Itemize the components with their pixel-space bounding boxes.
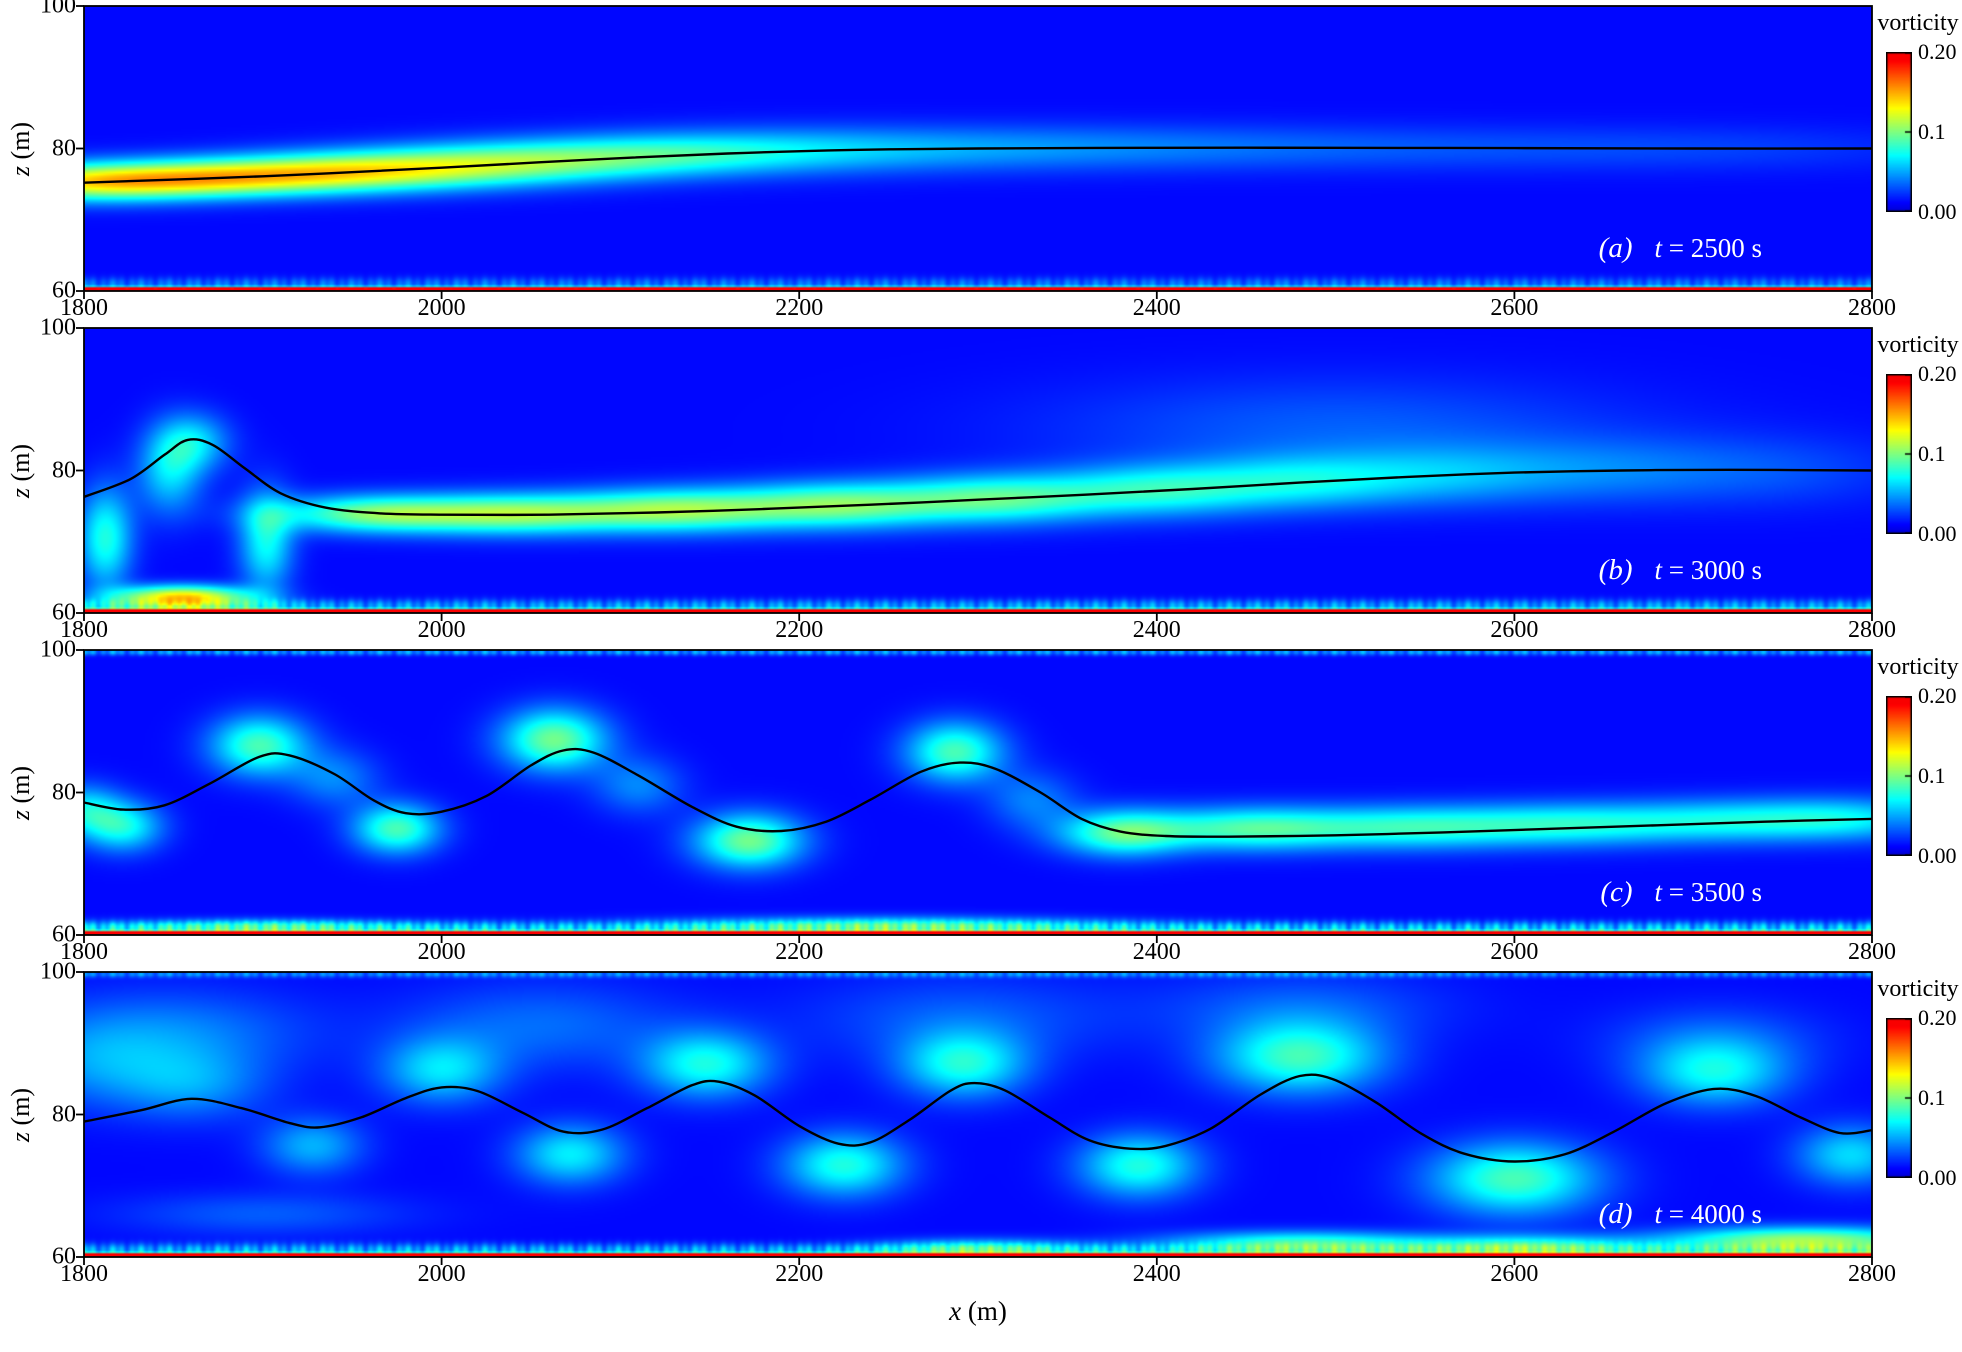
z-tick: 60 [52,1243,76,1270]
colorbar-tick: 0.20 [1918,39,1957,64]
x-tick: 2200 [775,1261,824,1287]
x-tick: 2600 [1490,939,1539,965]
x-tick: 2600 [1490,295,1539,321]
colorbar-title: vorticity [1877,10,1959,36]
panel-label: (b) [1598,554,1633,586]
z-tick: 100 [40,0,76,19]
colorbar-tick: 0.00 [1918,843,1957,868]
heatmap-plot-c: (c) t = 3500 s [76,649,1873,943]
heatmap-plot-b: (b) t = 3000 s [76,327,1873,621]
x-tick: 2600 [1490,617,1539,643]
x-tick: 2800 [1848,1261,1896,1287]
x-tick: 1800 [60,1261,108,1287]
colorbar-title: vorticity [1877,976,1959,1002]
panel-d: z (m) 100 80 60 (d) t = 4000 s vorticity … [0,959,1962,1294]
panel-label: (d) [1598,1198,1633,1230]
x-tick: 2800 [1848,939,1896,965]
panel-time: t = 2500 s [1654,233,1763,263]
panel-b: z (m) 100 80 60 (b) t = 3000 s vorticity … [0,315,1962,650]
colorbar-tick: 0.20 [1918,1005,1957,1030]
panel-time: t = 3000 s [1654,555,1763,585]
panel-label: (a) [1598,232,1633,264]
panel-annotation: (b) t = 3000 s [1599,554,1762,587]
colorbar-tick: 0.1 [1918,763,1946,788]
x-tick: 2400 [1132,939,1181,965]
x-tick: 2400 [1132,1261,1181,1287]
x-tick: 1800 [60,295,108,321]
x-tick: 2400 [1132,295,1181,321]
x-tick: 2000 [417,295,466,321]
x-tick: 2200 [775,617,824,643]
colorbar-tick: 0.20 [1918,683,1957,708]
x-tick: 1800 [60,617,108,643]
x-axis-title: x (m) [949,1296,1007,1326]
z-tick: 100 [40,636,76,663]
x-tick: 2000 [417,1261,466,1287]
z-tick: 60 [52,921,76,948]
z-tick: 100 [40,958,76,985]
colorbar-tick: 0.1 [1918,1085,1946,1110]
panel-label: (c) [1600,876,1633,908]
x-tick: 2400 [1132,617,1181,643]
colorbar-tick: 0.1 [1918,119,1946,144]
colorbar-gradient [1886,52,1912,212]
x-tick: 2000 [417,939,466,965]
x-tick: 2200 [775,295,824,321]
colorbar-title: vorticity [1877,332,1959,358]
colorbar-title: vorticity [1877,654,1959,680]
z-tick: 80 [52,135,76,161]
x-tick: 2200 [775,939,824,965]
z-tick: 100 [40,314,76,341]
z-tick: 60 [52,599,76,626]
x-tick: 2800 [1848,295,1896,321]
z-tick: 80 [52,1101,76,1127]
panel-annotation: (d) t = 4000 s [1599,1198,1762,1231]
colorbar-tick: 0.1 [1918,441,1946,466]
panel-annotation: (c) t = 3500 s [1600,876,1762,909]
colorbar-gradient [1886,1018,1912,1178]
colorbar-tick: 0.20 [1918,361,1957,386]
z-tick: 60 [52,277,76,304]
x-tick: 2000 [417,617,466,643]
panel-c: z (m) 100 80 60 (c) t = 3500 s vorticity … [0,637,1962,972]
x-tick: 2800 [1848,617,1896,643]
z-tick: 80 [52,779,76,805]
panel-annotation: (a) t = 2500 s [1599,232,1762,265]
z-tick: 80 [52,457,76,483]
heatmap-plot-a: (a) t = 2500 s [76,5,1873,299]
colorbar-gradient [1886,374,1912,534]
x-tick: 1800 [60,939,108,965]
panel-time: t = 3500 s [1654,877,1763,907]
colorbar-gradient [1886,696,1912,856]
colorbar-tick: 0.00 [1918,199,1957,224]
heatmap-plot-d: (d) t = 4000 s [76,971,1873,1265]
panel-a: z (m) 100 80 60 (a) t = 2500 s vorticity … [0,0,1962,328]
colorbar-tick: 0.00 [1918,521,1957,546]
panel-time: t = 4000 s [1654,1199,1763,1229]
x-tick: 2600 [1490,1261,1539,1287]
colorbar-tick: 0.00 [1918,1165,1957,1190]
